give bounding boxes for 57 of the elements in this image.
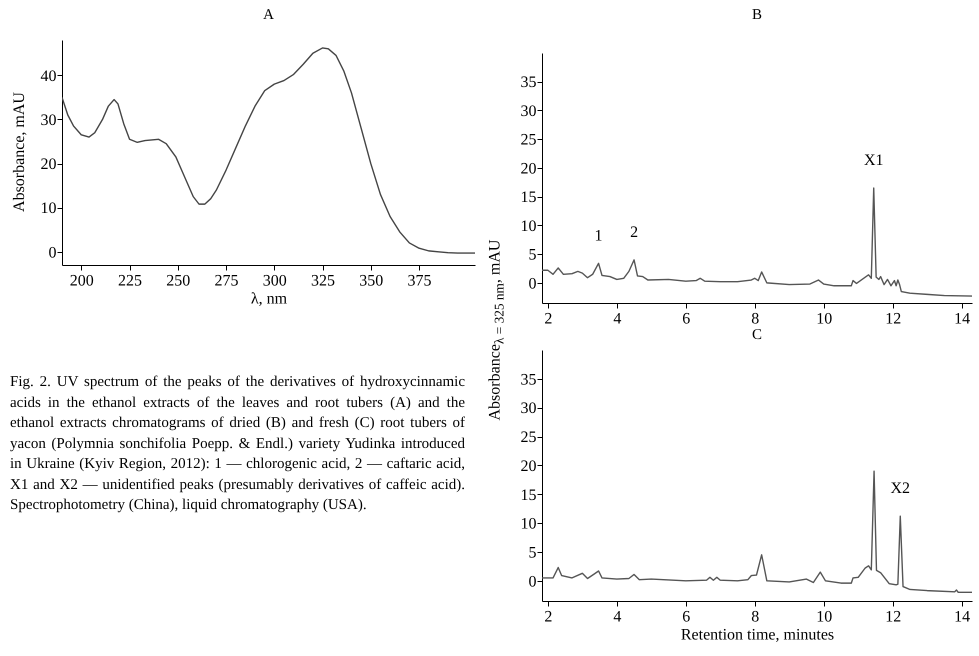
y-tick-label: 30 [520, 102, 536, 120]
line-series [542, 187, 972, 297]
y-tick-label: 25 [520, 132, 536, 149]
y-tick-label: 30 [40, 112, 56, 129]
y-tick-label: 0 [528, 573, 536, 590]
y-tick-label: 20 [40, 156, 56, 174]
x-tick-label: 250 [166, 272, 190, 290]
line-series [542, 470, 972, 594]
y-tick-label: 25 [520, 429, 536, 446]
y-tick-label: 20 [520, 160, 536, 178]
annotation: 2 [630, 224, 638, 241]
y-tick-label: 10 [40, 200, 56, 218]
chart-title: C [752, 327, 762, 343]
y-tick-label: 0 [528, 275, 536, 292]
y-axis-title: Absorbance, mAU [11, 92, 29, 212]
x-tick-label: 14 [954, 608, 970, 626]
x-tick-label: 225 [118, 272, 142, 290]
chart-title: A [263, 7, 274, 23]
chart-title: B [752, 7, 762, 23]
x-tick-label: 325 [311, 272, 336, 290]
x-tick-label: 2 [544, 310, 552, 328]
y-tick-label: 40 [40, 68, 56, 85]
x-tick-label: 300 [262, 272, 287, 290]
x-tick-label: 12 [885, 608, 902, 626]
x-tick-label: 10 [816, 608, 832, 626]
y-tick-label: 10 [520, 516, 536, 533]
y-tick-label: 5 [528, 246, 536, 264]
x-tick-label: 8 [751, 608, 760, 626]
annotation: X1 [864, 152, 884, 170]
y-tick-label: 15 [520, 189, 536, 206]
y-tick-label: 35 [520, 74, 536, 92]
y-tick-label: 30 [520, 400, 536, 418]
x-tick-label: 2 [544, 608, 552, 626]
x-axis-title: Retention time, minutes [680, 626, 834, 644]
x-tick-label: 275 [214, 272, 239, 290]
x-tick-label: 375 [408, 272, 432, 290]
y-tick-label: 35 [520, 371, 536, 388]
x-tick-label: 8 [751, 310, 760, 328]
line-series [62, 47, 475, 254]
annotation: X2 [890, 480, 910, 498]
x-axis-title: λ, nm [250, 290, 288, 308]
caption: Fig. 2. UV spectrum of the peaks of the derivatives of hydroxycinnamic acids in the ethanol extracts of the leaves and root tubers (A) and the ethanol extracts chromatograms of dried (B) and fresh (C) root tubers of yacon (Polymnia sonchifolia Poepp. & Endl.) variety Yudinka introduced in Ukraine (Kyiv Region, 2012): 1 — chlorogenic acid, 2 — caftaric acid, X1 and X2 — unidentified peaks (presumably derivatives of caffeic acid). Spectrophotometry (China), liquid chromatography (USA). [10, 373, 465, 515]
y-tick-label: 20 [520, 458, 536, 475]
x-tick-label: 4 [613, 310, 622, 328]
annotation: 1 [594, 227, 603, 244]
x-tick-label: 14 [954, 310, 970, 328]
y-tick-label: 10 [520, 218, 536, 235]
x-tick-label: 350 [359, 272, 384, 290]
x-tick-label: 12 [885, 310, 902, 328]
y-tick-label: 15 [520, 486, 536, 504]
y-tick-label: 5 [528, 544, 536, 562]
x-tick-label: 10 [816, 310, 832, 328]
y-tick-label: 0 [48, 244, 56, 262]
x-tick-label: 6 [682, 608, 690, 626]
x-tick-label: 6 [682, 310, 690, 328]
x-tick-label: 200 [70, 272, 94, 290]
x-tick-label: 4 [613, 608, 622, 626]
